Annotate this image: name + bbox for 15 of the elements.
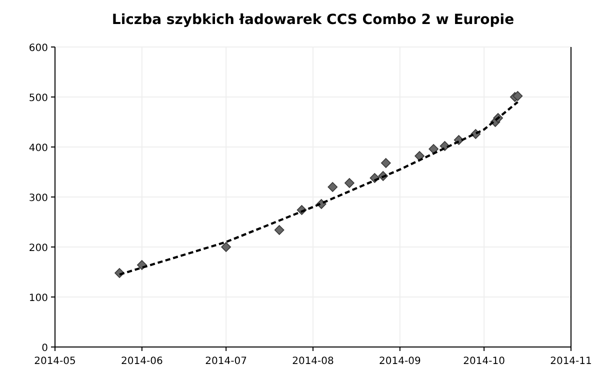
x-tick-label: 2014-08 — [292, 356, 334, 367]
chart-title: Liczba szybkich ładowarek CCS Combo 2 w Europie — [112, 12, 514, 28]
y-tick-label: 200 — [28, 243, 48, 254]
x-tick-label: 2014-05 — [34, 356, 76, 367]
x-tick-label: 2014-06 — [121, 356, 163, 367]
x-tick-label: 2014-10 — [463, 356, 505, 367]
y-tick-label: 300 — [28, 193, 48, 204]
y-tick-label: 0 — [42, 343, 48, 354]
x-tick-label: 2014-11 — [550, 356, 592, 367]
y-tick-label: 600 — [28, 43, 48, 54]
x-tick-label: 2014-09 — [379, 356, 421, 367]
x-tick-label: 2014-07 — [205, 356, 247, 367]
y-tick-label: 400 — [28, 143, 48, 154]
y-tick-label: 500 — [28, 93, 48, 104]
y-tick-label: 100 — [28, 293, 48, 304]
